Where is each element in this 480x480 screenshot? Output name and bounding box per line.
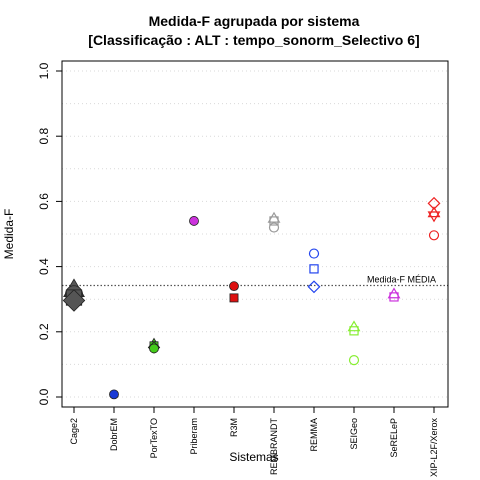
data-point bbox=[269, 216, 279, 226]
data-point bbox=[149, 343, 159, 354]
x-tick-label: DobrEM bbox=[109, 418, 119, 451]
y-tick-label: 0.8 bbox=[37, 128, 51, 145]
x-tick-label: SEIGeo bbox=[349, 418, 359, 450]
chart-subtitle: [Classificação : ALT : tempo_sonorm_Sele… bbox=[88, 32, 419, 48]
reference-line-group: Medida-F MÉDIA bbox=[62, 275, 448, 287]
data-point bbox=[348, 355, 360, 366]
x-tick-label: REMBRANDT bbox=[269, 418, 279, 476]
data-point bbox=[309, 264, 319, 274]
y-tick-label: 0.0 bbox=[37, 388, 51, 405]
reference-line-label: Medida-F MÉDIA bbox=[367, 275, 436, 285]
y-tick-label: 0.6 bbox=[37, 193, 51, 210]
x-axis: Cage2 DobrEM PorTexTO Priberam R3M REMBRANDT R… bbox=[69, 407, 439, 477]
data-point bbox=[229, 293, 239, 303]
data-point bbox=[427, 211, 441, 223]
x-tick-label: XIP-L2F/Xerox bbox=[429, 418, 439, 478]
y-tick-label: 0.2 bbox=[37, 323, 51, 340]
x-axis-title: Sistemas bbox=[229, 450, 278, 464]
data-points bbox=[62, 196, 441, 400]
data-point bbox=[347, 320, 361, 332]
data-point bbox=[307, 280, 321, 294]
y-tick-label: 0.4 bbox=[37, 258, 51, 275]
x-tick-label: SeRELeP bbox=[389, 418, 399, 458]
x-tick-label: Priberam bbox=[189, 418, 199, 455]
data-point bbox=[189, 216, 199, 226]
grid-lines bbox=[62, 70, 448, 398]
y-tick-label: 1.0 bbox=[37, 62, 51, 79]
x-tick-label: Cage2 bbox=[69, 418, 79, 445]
data-point bbox=[308, 248, 320, 259]
data-point bbox=[428, 230, 440, 241]
chart-title: Medida-F agrupada por sistema bbox=[149, 13, 360, 29]
data-point bbox=[62, 289, 86, 312]
data-point bbox=[349, 326, 359, 336]
y-axis-title: Medida-F bbox=[2, 209, 16, 260]
data-point bbox=[229, 281, 239, 292]
data-point bbox=[267, 211, 281, 223]
data-point bbox=[427, 196, 441, 210]
data-point bbox=[389, 292, 399, 302]
x-tick-label: REMMA bbox=[309, 418, 319, 452]
y-axis: 0.0 0.2 0.4 0.6 0.8 1.0 bbox=[37, 62, 62, 405]
data-point bbox=[268, 222, 280, 233]
data-point bbox=[109, 389, 119, 400]
x-tick-label: R3M bbox=[229, 418, 239, 437]
plot-frame bbox=[61, 60, 449, 408]
x-tick-label: PorTexTO bbox=[149, 418, 159, 458]
